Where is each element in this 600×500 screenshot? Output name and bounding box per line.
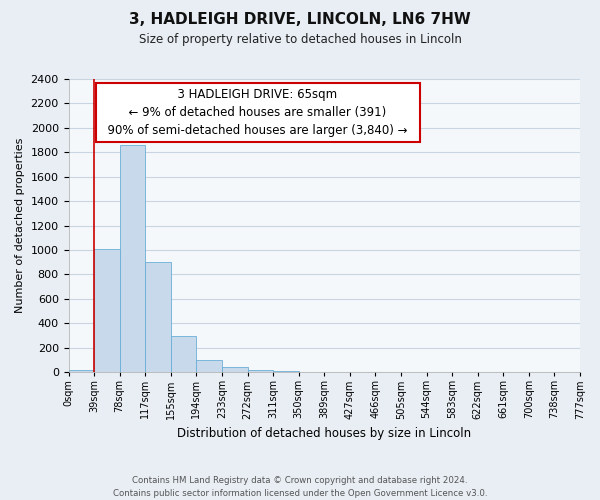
Text: Size of property relative to detached houses in Lincoln: Size of property relative to detached ho… <box>139 32 461 46</box>
Y-axis label: Number of detached properties: Number of detached properties <box>15 138 25 314</box>
Text: 3, HADLEIGH DRIVE, LINCOLN, LN6 7HW: 3, HADLEIGH DRIVE, LINCOLN, LN6 7HW <box>129 12 471 28</box>
Bar <box>196 360 222 372</box>
Text: Contains HM Land Registry data © Crown copyright and database right 2024.
Contai: Contains HM Land Registry data © Crown c… <box>113 476 487 498</box>
Bar <box>94 250 119 372</box>
Bar <box>248 370 273 372</box>
Bar <box>171 336 196 372</box>
X-axis label: Distribution of detached houses by size in Lincoln: Distribution of detached houses by size … <box>177 427 472 440</box>
Bar <box>273 371 299 372</box>
Bar <box>145 262 171 372</box>
Bar <box>68 370 94 372</box>
Bar <box>119 145 145 372</box>
Text: 3 HADLEIGH DRIVE: 65sqm  
  ← 9% of detached houses are smaller (391)  
  90% of: 3 HADLEIGH DRIVE: 65sqm ← 9% of detached… <box>100 88 415 137</box>
Bar <box>222 366 248 372</box>
